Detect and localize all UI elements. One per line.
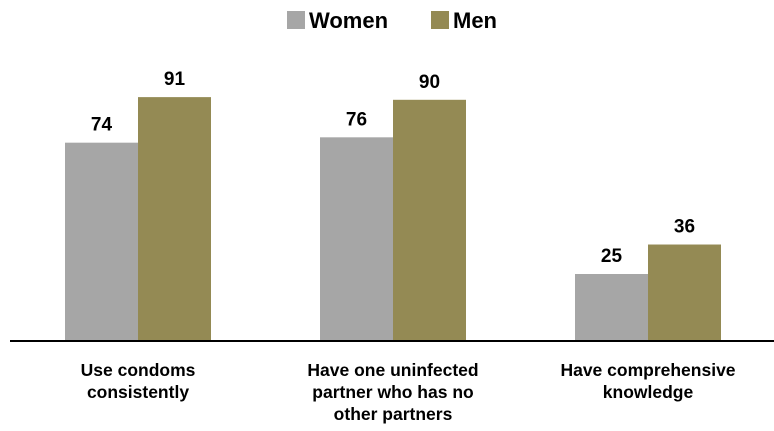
category-label-3: Have comprehensive knowledge [560,360,735,402]
value-label-men-1: 91 [164,69,186,90]
value-label-men-2: 90 [419,72,440,93]
value-label-men-3: 36 [674,217,695,238]
category-label-line: Have one uninfected [307,360,478,380]
value-label-women-3: 25 [601,246,623,267]
category-label-line: other partners [334,404,453,424]
category-label-1: Use condoms consistently [81,360,196,402]
bar-men-3 [648,244,721,341]
legend-swatch-men [431,11,449,29]
category-label-line: Have comprehensive [560,360,735,380]
bars-group [65,97,721,342]
value-label-women-2: 76 [346,109,367,130]
chart-legend: Women Men [287,8,497,33]
bar-men-2 [393,99,466,341]
bar-men-1 [138,97,211,342]
bar-women-1 [65,142,138,341]
legend-swatch-women [287,11,305,29]
legend-label-women: Women [309,8,388,33]
category-label-line: knowledge [603,382,694,402]
category-labels-group: Use condoms consistently Have one uninfect… [81,360,736,424]
value-labels-group: 74 91 76 90 25 36 [91,69,695,267]
category-label-line: consistently [87,382,189,402]
value-label-women-1: 74 [91,115,113,136]
category-label-2: Have one uninfected partner who has no oth… [307,360,478,424]
bar-women-3 [575,274,648,341]
category-label-line: partner who has no [312,382,473,402]
legend-label-men: Men [453,8,497,33]
category-label-line: Use condoms [81,360,196,380]
bar-women-2 [320,137,393,341]
